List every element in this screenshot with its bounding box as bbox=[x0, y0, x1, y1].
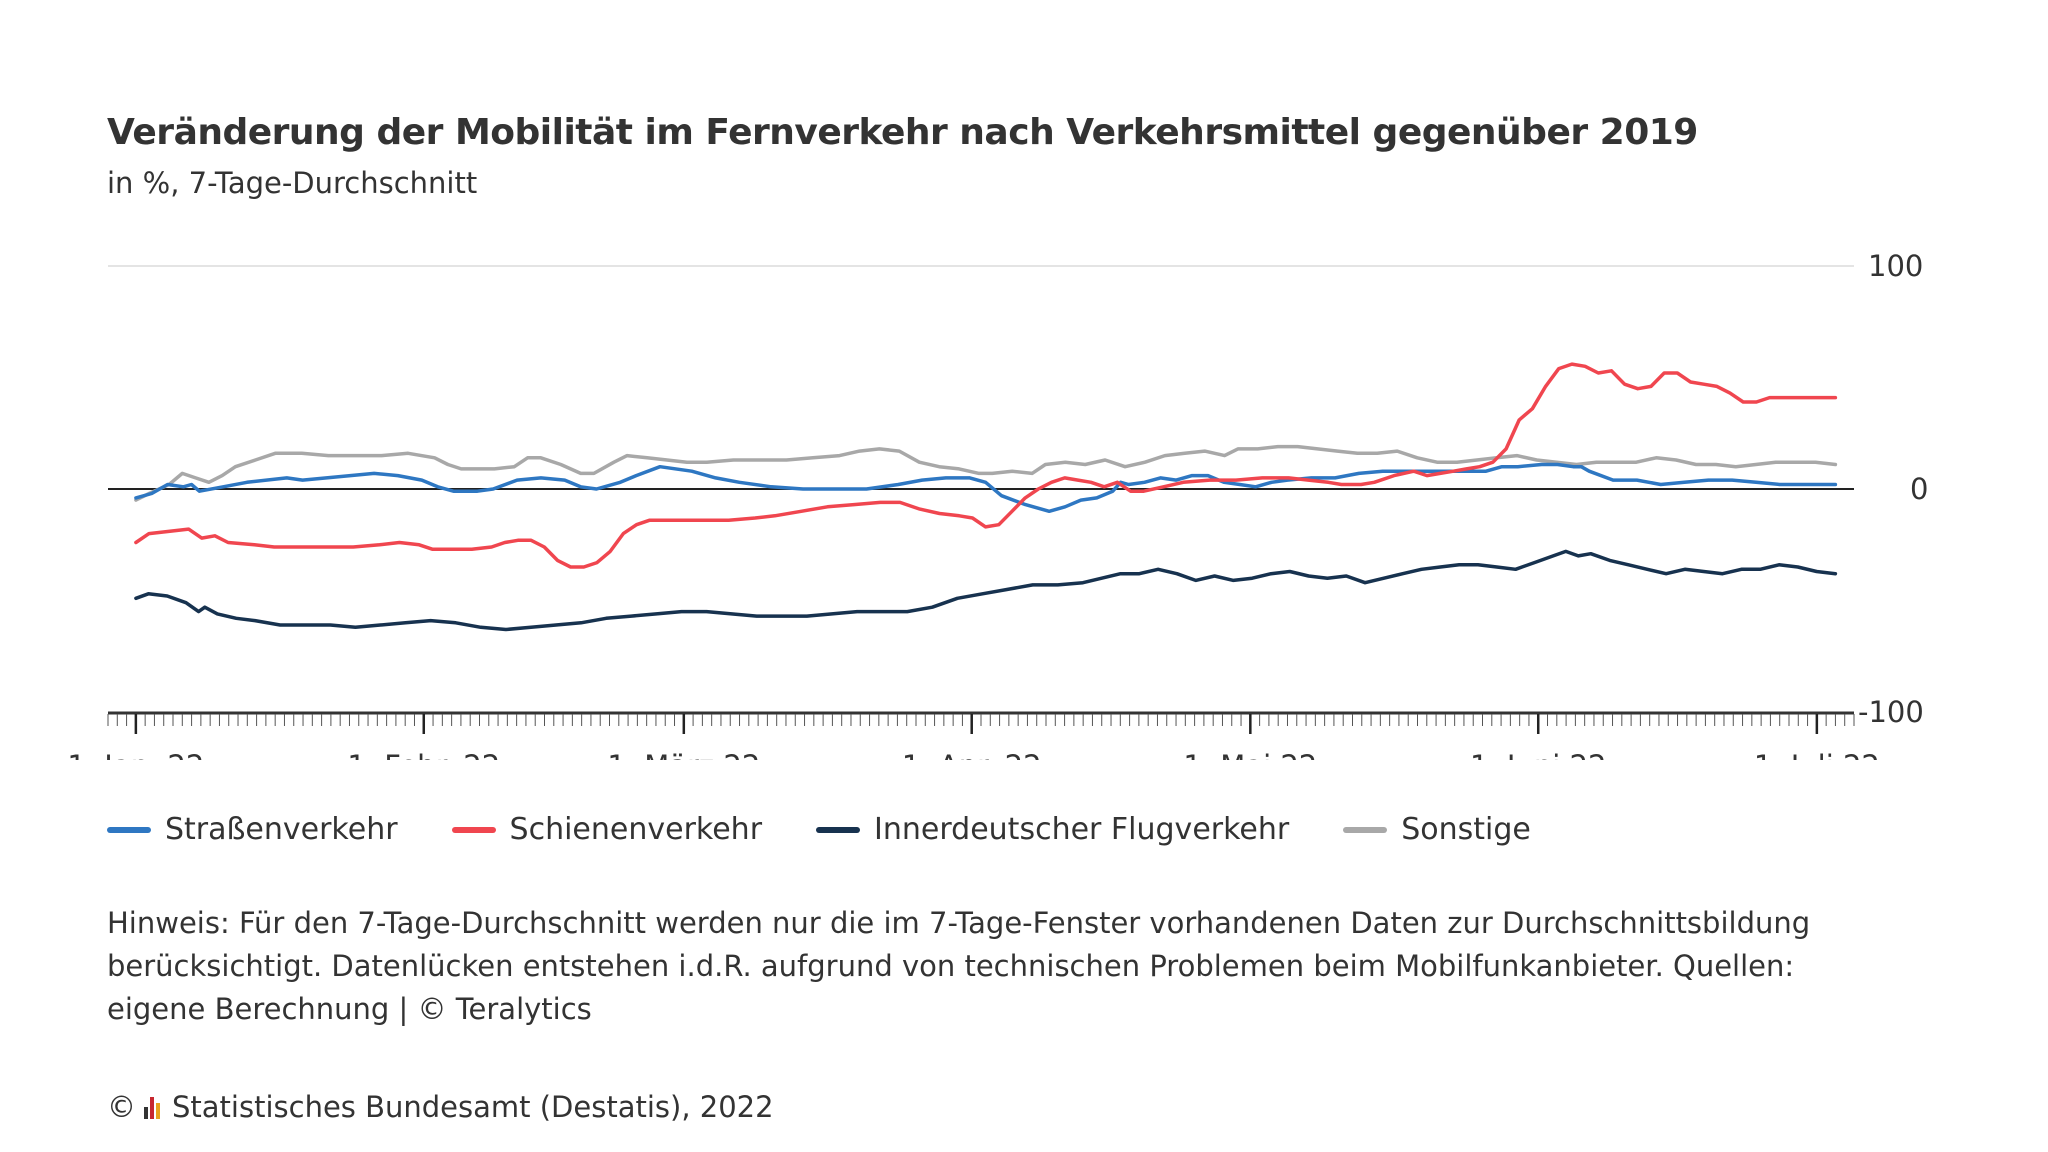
axis-layer bbox=[107, 265, 1855, 734]
line-chart: 100 0 -100 1. Jan. 22 1. Febr. 22 1. März 22 1… bbox=[67, 249, 1928, 760]
legend-item-schienenverkehr[interactable]: Schienenverkehr bbox=[451, 812, 763, 847]
legend-swatch-sonstige bbox=[1343, 826, 1388, 833]
x-tick-label: 1. Jan. 22 bbox=[67, 749, 204, 760]
chart-note: Hinweis: Für den 7-Tage-Durchschnitt wer… bbox=[107, 906, 1811, 1026]
legend-label-schienenverkehr: Schienenverkehr bbox=[509, 812, 763, 847]
legend-item-flugverkehr[interactable]: Innerdeutscher Flugverkehr bbox=[816, 812, 1289, 847]
chart-subtitle: in %, 7-Tage-Durchschnitt bbox=[107, 166, 478, 200]
legend-item-strassenverkehr[interactable]: Straßenverkehr bbox=[107, 812, 398, 847]
copyright-symbol: © bbox=[107, 1090, 136, 1124]
chart-title: Veränderung der Mobilität im Fernverkehr… bbox=[107, 112, 1698, 153]
legend-label-strassenverkehr: Straßenverkehr bbox=[165, 812, 398, 847]
x-tick-label: 1. Juli 22 bbox=[1754, 749, 1880, 760]
x-tick-label: 1. März 22 bbox=[607, 749, 760, 760]
legend-swatch-strassenverkehr bbox=[107, 826, 151, 833]
legend-swatch-flugverkehr bbox=[816, 826, 861, 833]
legend-label-sonstige: Sonstige bbox=[1401, 812, 1531, 847]
series-line-flugverkehr bbox=[134, 549, 1838, 632]
x-tick-label: 1. Mai 22 bbox=[1183, 749, 1317, 760]
series-line-sonstige bbox=[134, 444, 1838, 502]
footer: © Statistisches Bundesamt (Destatis), 20… bbox=[107, 1090, 774, 1124]
legend-label-flugverkehr: Innerdeutscher Flugverkehr bbox=[874, 812, 1290, 847]
legend-swatch-schienenverkehr bbox=[451, 826, 496, 833]
x-tick-label: 1. Febr. 22 bbox=[347, 749, 500, 760]
footer-source: Statistisches Bundesamt (Destatis), 2022 bbox=[172, 1090, 774, 1124]
y-tick-label: 0 bbox=[1910, 472, 1928, 506]
series-layer bbox=[134, 362, 1838, 632]
series-line-strassenverkehr bbox=[134, 462, 1838, 514]
x-tick-label: 1. Apr. 22 bbox=[902, 749, 1042, 760]
destatis-logo-icon bbox=[144, 1095, 162, 1119]
y-tick-label: -100 bbox=[1858, 695, 1924, 729]
chart-legend: Straßenverkehr Schienenverkehr Innerdeut… bbox=[107, 812, 1585, 847]
legend-item-sonstige[interactable]: Sonstige bbox=[1343, 812, 1531, 847]
y-tick-label: 100 bbox=[1868, 249, 1923, 283]
x-tick-label: 1. Juni 22 bbox=[1470, 749, 1606, 760]
label-layer: 100 0 -100 1. Jan. 22 1. Febr. 22 1. März 22 1… bbox=[67, 249, 1928, 760]
series-line-schienenverkehr bbox=[134, 362, 1838, 569]
